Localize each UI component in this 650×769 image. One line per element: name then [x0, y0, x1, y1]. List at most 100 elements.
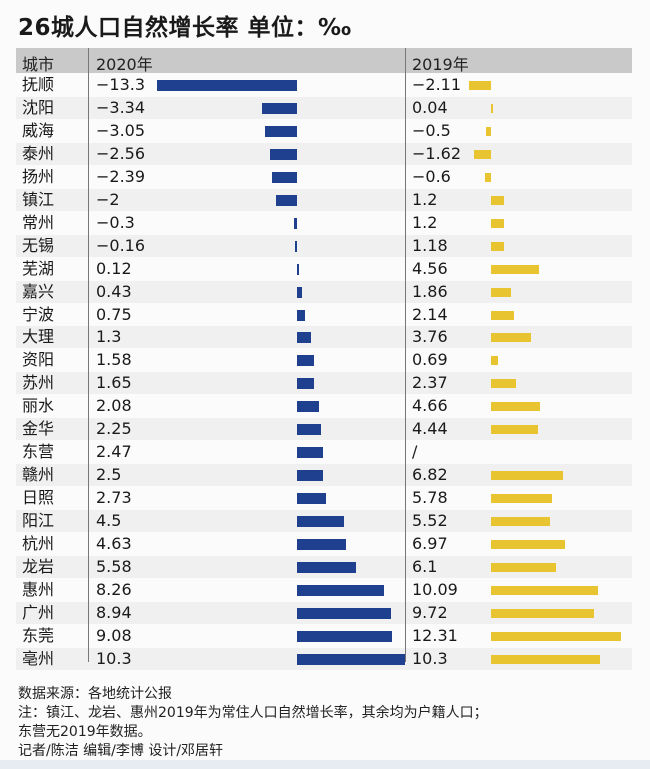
value-label-2020: −2.39 — [96, 166, 146, 186]
city-label: 大理 — [22, 327, 55, 347]
bar-2019 — [491, 494, 553, 504]
table-row — [16, 280, 632, 303]
bar-2019 — [491, 425, 539, 435]
value-label-2020: 2.5 — [96, 465, 122, 485]
value-label-2020: 2.73 — [96, 488, 132, 508]
bar-2020 — [297, 424, 321, 436]
bar-2020 — [297, 378, 315, 390]
header-city: 城市 — [22, 55, 55, 74]
value-label-2019: 9.72 — [412, 602, 448, 622]
bar-2020 — [270, 148, 297, 160]
city-label: 阳江 — [22, 511, 55, 531]
bar-2020 — [297, 447, 323, 459]
bar-2020 — [297, 539, 346, 550]
bar-2019 — [491, 517, 550, 527]
bar-2020 — [295, 240, 297, 252]
value-label-2020: 2.25 — [96, 419, 132, 439]
value-label-2020: 1.65 — [96, 373, 132, 393]
city-label: 沈阳 — [22, 97, 55, 117]
value-label-2020: −13.3 — [96, 75, 146, 94]
value-label-2019: 2.37 — [412, 373, 448, 393]
footer-source: 数据来源：各地统计公报 — [18, 686, 172, 702]
value-label-2019: 1.2 — [412, 189, 438, 209]
value-label-2020: 1.58 — [96, 350, 132, 370]
bar-2020 — [297, 561, 356, 573]
value-label-2019: −1.62 — [412, 143, 462, 163]
city-label: 广州 — [22, 602, 55, 622]
city-label: 常州 — [22, 212, 55, 232]
city-label: 日照 — [22, 488, 55, 508]
value-label-2020: −0.16 — [96, 235, 146, 255]
bar-2019 — [491, 195, 504, 205]
chart-title: 26城人口自然增长率 单位：‰ — [18, 15, 352, 41]
city-label: 龙岩 — [22, 556, 55, 576]
value-label-2020: 0.12 — [96, 258, 132, 278]
city-label: 宁波 — [22, 304, 55, 324]
city-label: 无锡 — [22, 235, 55, 255]
bar-2019 — [491, 608, 595, 618]
bar-2020 — [261, 102, 297, 114]
value-label-2020: −0.3 — [96, 212, 135, 232]
value-label-2019: 1.2 — [412, 212, 438, 232]
bar-2019 — [468, 81, 491, 90]
footer-note-2: 东营无2019年数据。 — [18, 724, 152, 740]
city-label: 赣州 — [22, 465, 55, 485]
table-row — [16, 234, 632, 257]
bar-2020 — [297, 286, 302, 298]
city-label: 惠州 — [22, 579, 55, 599]
divider-city — [88, 48, 89, 662]
value-label-2020: 8.94 — [96, 602, 132, 622]
bar-2020 — [297, 470, 324, 482]
value-label-2019: 5.78 — [412, 488, 448, 508]
city-label: 金华 — [22, 419, 55, 439]
value-label-2019: 10.09 — [412, 579, 458, 599]
bar-2019 — [491, 218, 504, 228]
value-label-2020: −3.34 — [96, 97, 146, 117]
bar-2020 — [297, 263, 299, 275]
value-label-2020: 4.5 — [96, 511, 122, 531]
value-label-2019: 4.44 — [412, 419, 448, 439]
bar-2019 — [491, 379, 517, 389]
bar-2019 — [491, 241, 504, 251]
value-label-2019: −0.6 — [412, 166, 451, 186]
bar-2020 — [297, 584, 384, 596]
footer-note-1: 注：镇江、龙岩、惠州2019年为常住人口自然增长率，其余均为户籍人口； — [18, 705, 488, 721]
table-row — [16, 188, 632, 211]
bar-2020 — [264, 125, 297, 137]
value-label-2019: −2.11 — [412, 75, 462, 94]
bar-2020 — [293, 217, 297, 229]
city-label: 丽水 — [22, 396, 55, 416]
city-label: 嘉兴 — [22, 281, 55, 301]
value-label-2019: 12.31 — [412, 625, 458, 645]
bar-2019 — [491, 356, 499, 366]
value-label-2020: 1.3 — [96, 327, 122, 347]
city-label: 杭州 — [22, 534, 55, 553]
value-label-2020: 5.58 — [96, 556, 132, 576]
table-row — [16, 372, 632, 395]
header-2019: 2019年 — [412, 55, 469, 74]
bar-2019 — [484, 172, 491, 182]
value-label-2019: −0.5 — [412, 120, 451, 140]
bar-2020 — [276, 194, 297, 206]
bar-2019 — [491, 310, 514, 320]
value-label-2019: 6.97 — [412, 534, 448, 553]
value-label-2019: 4.56 — [412, 258, 448, 278]
value-label-2019: / — [412, 442, 418, 462]
city-label: 威海 — [22, 120, 55, 140]
bar-2019 — [491, 287, 511, 297]
value-label-2020: 2.08 — [96, 396, 132, 416]
bar-2020 — [297, 493, 326, 505]
bar-2019 — [491, 471, 564, 481]
value-label-2019: 0.69 — [412, 350, 448, 370]
table-header — [16, 48, 632, 73]
value-label-2020: −2 — [96, 189, 120, 209]
table-row — [16, 96, 632, 119]
city-label: 抚顺 — [22, 75, 55, 94]
divider-year — [405, 48, 406, 662]
bar-2020 — [297, 607, 391, 619]
table-row — [16, 142, 632, 165]
value-label-2020: −2.56 — [96, 143, 146, 163]
city-label: 资阳 — [22, 350, 55, 370]
bar-2019 — [491, 333, 531, 343]
bar-2020 — [297, 355, 314, 367]
